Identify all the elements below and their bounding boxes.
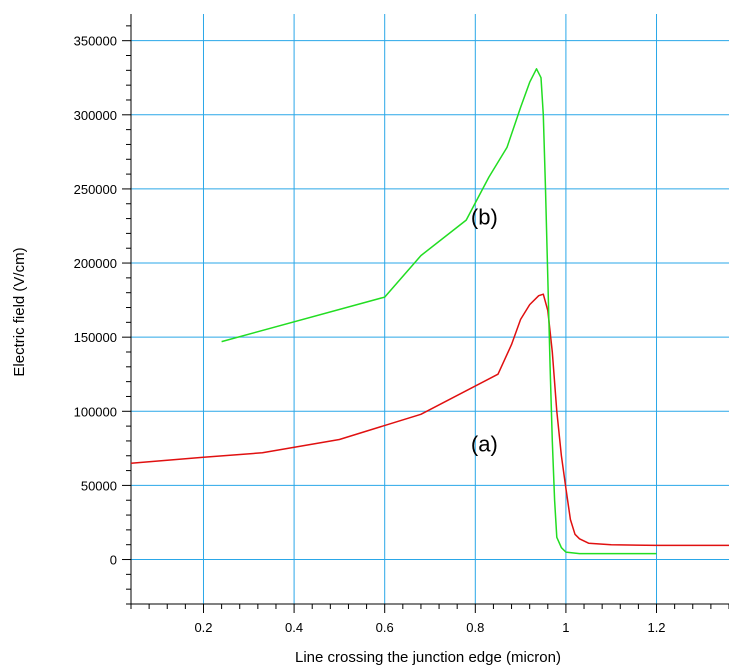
x-tick-label: 0.2: [194, 620, 212, 635]
x-tick-label: 1.2: [647, 620, 665, 635]
y-axis-title: Electric field (V/cm): [11, 247, 28, 376]
y-tick-label: 300000: [74, 108, 117, 123]
annotation-label: (a): [471, 431, 498, 456]
axis-layer: [122, 14, 729, 613]
series-line-b: [221, 68, 657, 555]
y-tick-label: 350000: [74, 34, 117, 49]
y-tick-label: 0: [110, 553, 117, 568]
y-tick-label: 200000: [74, 256, 117, 271]
annotation-label: (b): [471, 205, 498, 230]
x-tick-label: 0.8: [466, 620, 484, 635]
annotation-layer: (b) (a): [471, 205, 498, 457]
y-tick-label: 50000: [81, 478, 117, 493]
series-line-a: [130, 293, 729, 547]
y-tick-label: 100000: [74, 404, 117, 419]
x-axis-title: Line crossing the junction edge (micron): [295, 649, 561, 666]
series-layer: [130, 68, 729, 555]
grid-layer: [131, 14, 729, 604]
y-tick-label: 250000: [74, 182, 117, 197]
y-tick-label: 150000: [74, 330, 117, 345]
x-tick-label: 1: [562, 620, 569, 635]
x-tick-label: 0.4: [285, 620, 303, 635]
tick-label-layer: 0 50000 100000 150000 200000 250000 300000 3500…: [74, 34, 666, 635]
x-tick-label: 0.6: [376, 620, 394, 635]
